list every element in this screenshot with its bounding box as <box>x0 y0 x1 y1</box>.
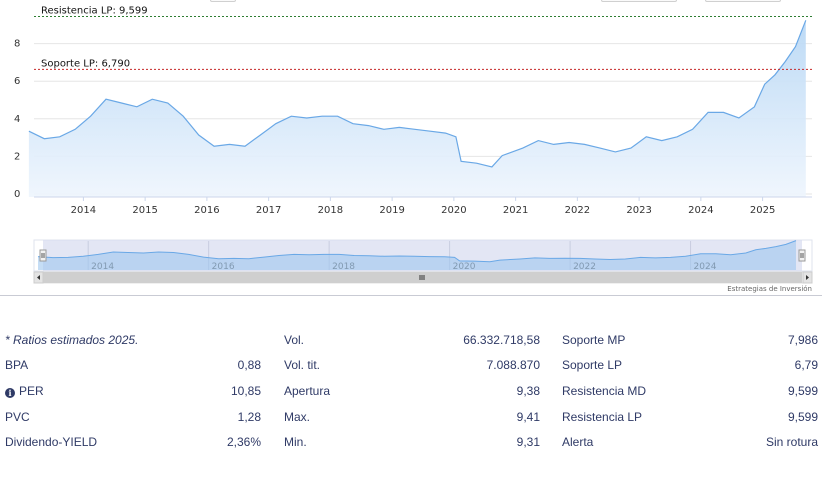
stat-row-vol: Vol. 66.332.718,58 <box>284 330 540 350</box>
stat-label: Soporte MP <box>562 333 626 347</box>
chart-area: 0 2 4 6 8 Resistencia LP: 9,599 Soporte LP: 6,… <box>0 0 834 300</box>
range-button[interactable] <box>210 0 236 2</box>
y-tick-label: 0 <box>14 189 20 200</box>
stat-label: Dividendo-YIELD <box>5 435 98 449</box>
stat-value: 9,31 <box>516 435 540 449</box>
stat-value: 66.332.718,58 <box>463 333 540 347</box>
x-tick-label: 2014 <box>71 205 96 216</box>
stat-value: Sin rotura <box>765 435 818 449</box>
stat-row-max: Max. 9,41 <box>284 407 540 427</box>
stat-label: BPA <box>5 358 29 372</box>
stat-row-alerta: Alerta Sin rotura <box>562 432 818 452</box>
stat-value: 2,36% <box>226 435 261 449</box>
stat-value: 9,38 <box>516 384 540 398</box>
stat-label: Apertura <box>284 384 331 398</box>
x-tick-label: 2023 <box>626 205 651 216</box>
stat-row-min: Min. 9,31 <box>284 432 540 452</box>
x-tick-label: 2022 <box>565 205 590 216</box>
stat-label: Vol. tit. <box>284 358 321 372</box>
stat-value: 9,599 <box>787 410 818 424</box>
stat-row-resistencia-md: Resistencia MD 9,599 <box>562 381 818 401</box>
navigator-chart[interactable]: 2014 2016 2018 2020 2022 2024 Estrategias de I… <box>0 0 834 300</box>
stat-row-pvc: PVC 1,28 <box>5 407 261 427</box>
stat-label: Resistencia LP <box>562 410 643 424</box>
x-tick-label: 2017 <box>256 205 281 216</box>
navigator-handle-left[interactable] <box>39 249 47 262</box>
stat-row-voltit: Vol. tit. 7.088.870 <box>284 355 540 375</box>
stat-row-bpa: BPA 0,88 <box>5 355 261 375</box>
scrollbar[interactable] <box>33 271 813 284</box>
price-chart[interactable]: 0 2 4 6 8 Resistencia LP: 9,599 Soporte LP: 6,… <box>0 0 834 225</box>
stat-row-per: i PER 10,85 <box>5 381 261 401</box>
stat-row-apertura: Apertura 9,38 <box>284 381 540 401</box>
stat-row-resistencia-lp: Resistencia LP 9,599 <box>562 407 818 427</box>
x-tick-label: 2020 <box>441 205 466 216</box>
stat-row-soporte-lp: Soporte LP 6,79 <box>562 355 818 375</box>
x-tick-label: 2024 <box>688 205 713 216</box>
stat-label: Min. <box>284 435 307 449</box>
stat-value: 1,28 <box>237 410 261 424</box>
stat-row-soporte-mp: Soporte MP 7,986 <box>562 330 818 350</box>
stat-value: 7,986 <box>787 333 818 347</box>
navigator-handle-right[interactable] <box>798 249 806 262</box>
ratios-note: * Ratios estimados 2025. <box>5 330 261 350</box>
x-tick-label: 2025 <box>750 205 775 216</box>
stat-value: 9,599 <box>787 384 818 398</box>
x-tick-label: 2018 <box>318 205 343 216</box>
price-line <box>28 20 807 168</box>
stat-label: Max. <box>284 410 311 424</box>
y-tick-label: 6 <box>14 76 20 87</box>
chevron-left-icon <box>37 275 40 280</box>
stat-row-dividend: Dividendo-YIELD 2,36% <box>5 432 261 452</box>
stat-label: PVC <box>5 410 30 424</box>
price-area <box>28 20 806 197</box>
reference-label: Resistencia LP: 9,599 <box>41 6 148 17</box>
x-tick-label: 2019 <box>379 205 404 216</box>
y-tick-label: 2 <box>14 151 20 162</box>
date-from-input[interactable] <box>601 0 677 2</box>
ratios-note-text: * Ratios estimados 2025. <box>5 333 139 347</box>
stat-value: 0,88 <box>237 358 261 372</box>
x-tick-label: 2016 <box>194 205 219 216</box>
navigator-area <box>38 240 796 270</box>
navigator-line <box>37 240 797 263</box>
section-divider <box>0 295 822 296</box>
stat-label: Alerta <box>562 435 594 449</box>
x-tick-label: 2015 <box>132 205 157 216</box>
stat-value: 7.088.870 <box>486 358 540 372</box>
stat-label: Vol. <box>284 333 305 347</box>
chevron-right-icon <box>806 275 809 280</box>
stat-label: Soporte LP <box>562 358 623 372</box>
y-tick-label: 4 <box>14 114 20 125</box>
stat-value: 6,79 <box>794 358 818 372</box>
date-to-input[interactable] <box>705 0 781 2</box>
stat-value: 10,85 <box>230 384 261 398</box>
chart-credit: Estrategias de Inversión <box>727 285 812 293</box>
y-tick-label: 8 <box>14 39 20 50</box>
stat-label: PER <box>19 384 44 398</box>
stat-value: 9,41 <box>516 410 540 424</box>
info-icon[interactable]: i <box>5 388 15 398</box>
reference-label: Soporte LP: 6,790 <box>41 58 130 69</box>
x-tick-label: 2021 <box>503 205 528 216</box>
stat-label: Resistencia MD <box>562 384 647 398</box>
